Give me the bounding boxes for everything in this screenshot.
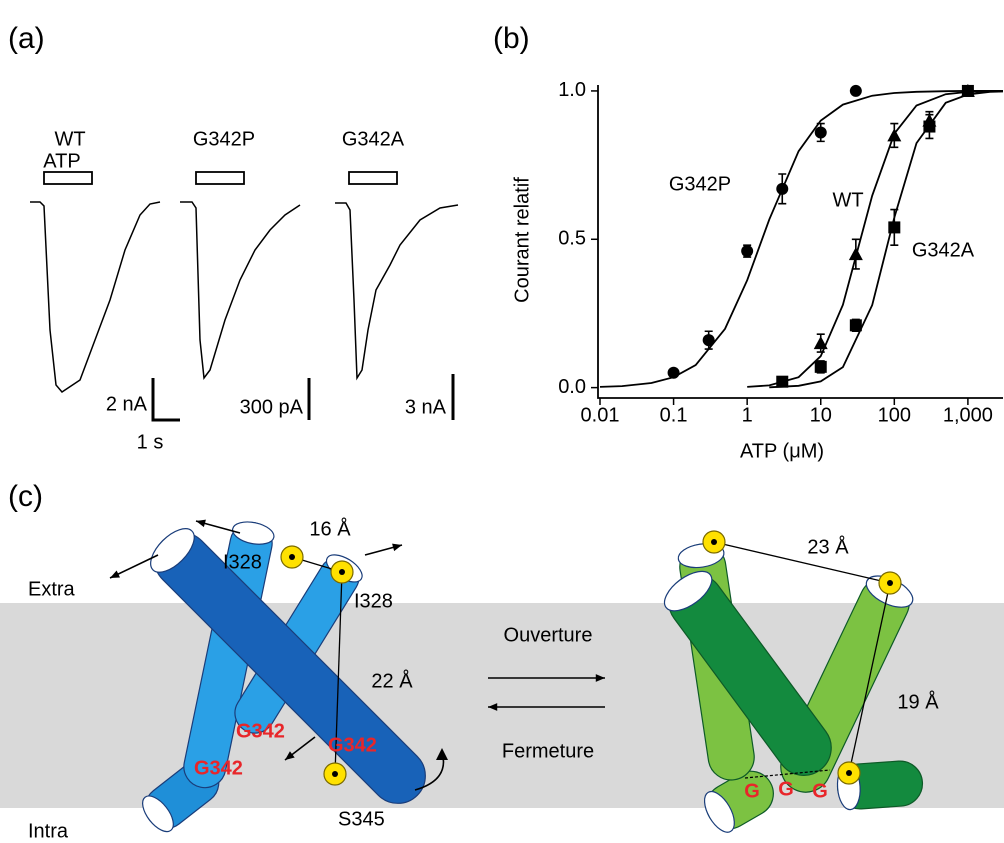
y-tick-label: 1.0 [558, 79, 586, 101]
stimulus-bar [195, 171, 245, 185]
data-point [849, 319, 862, 332]
data-point [702, 334, 715, 347]
residue-label: G [812, 780, 828, 802]
scale-bars [151, 374, 455, 422]
x-tick-label: 0.1 [660, 404, 688, 426]
residue-label: S345 [338, 808, 385, 830]
current-trace [180, 201, 301, 380]
stimulus-bars [43, 171, 398, 185]
residue-label: I328 [223, 551, 262, 573]
residue-center [289, 554, 295, 560]
fit-curve [599, 90, 1003, 388]
residue-center [846, 770, 852, 776]
scale-bar [151, 378, 180, 422]
arrow-head [488, 703, 498, 711]
series-label: G342A [912, 239, 975, 261]
arrow-head [196, 519, 206, 528]
y-tick-label: 0.0 [558, 376, 586, 398]
data-point [848, 247, 863, 261]
membrane-label: Intra [28, 820, 69, 842]
helix-end [150, 528, 195, 573]
trace-name: WT [54, 128, 85, 150]
residue-center [887, 580, 893, 586]
transition-label: Fermeture [502, 740, 594, 762]
helix [663, 570, 832, 776]
data-point [776, 375, 789, 388]
residue-center [339, 569, 345, 575]
x-tick-label: 1,000 [943, 404, 993, 426]
membrane-label: Extra [28, 578, 76, 600]
scale-label: 2 nA [106, 393, 148, 415]
trace-name: G342A [342, 128, 405, 150]
channel-diagram [109, 519, 924, 833]
data-point [667, 366, 680, 379]
axis [597, 85, 1003, 399]
x-axis-label: ATP (μM) [740, 440, 824, 462]
data-point [813, 336, 828, 350]
arrow-head [110, 570, 120, 578]
distance-line [713, 541, 891, 584]
distance-label: 16 Å [309, 517, 351, 540]
scale-label: 300 pA [240, 396, 304, 418]
residue-center [711, 539, 717, 545]
arrow-head [285, 751, 295, 760]
scale-label: 1 s [137, 431, 164, 453]
data-point [888, 221, 901, 234]
current-trace [335, 202, 459, 381]
helix-end [142, 795, 174, 833]
stimulus-label: ATP [43, 150, 80, 172]
current-trace [30, 201, 161, 393]
data-point [849, 84, 862, 97]
data-point [814, 126, 827, 139]
transition-label: Ouverture [504, 624, 593, 646]
arrow-head [595, 674, 605, 682]
panel-label: (b) [493, 22, 530, 55]
data-point [887, 128, 902, 142]
arrow-head [436, 748, 448, 760]
residue-label: G342 [328, 734, 377, 756]
dose-response-chart: 0.01 0.1 1 10 100 1,000 0.0 0.5 1.0 [558, 79, 1004, 426]
distance-label: 23 Å [807, 535, 849, 558]
distance-line [334, 571, 343, 775]
data-point [741, 245, 754, 258]
data-point [814, 360, 827, 373]
residue-center [332, 771, 338, 777]
data-point [776, 182, 789, 195]
traces [30, 201, 459, 393]
helix-end [231, 521, 275, 545]
residue-label: I328 [354, 590, 393, 612]
x-tick-label: 1 [742, 404, 753, 426]
stimulus-bar [348, 171, 398, 185]
scale-label: 3 nA [405, 396, 447, 418]
helix [703, 770, 774, 833]
x-tick-label: 0.01 [581, 404, 620, 426]
stimulus-bar [43, 171, 93, 185]
distance-line [848, 582, 891, 774]
gate-line [744, 769, 831, 779]
helix [150, 528, 426, 804]
residue-label: G [744, 780, 760, 802]
residue-label: G342 [236, 720, 285, 742]
panel-label: (a) [8, 22, 45, 55]
data-point [961, 84, 974, 97]
series-label: G342P [669, 173, 731, 195]
series-label: WT [832, 189, 863, 211]
data-point [923, 120, 936, 133]
x-tick-label: 100 [878, 404, 911, 426]
trace-name: G342P [193, 128, 255, 150]
residue-label: G342 [194, 757, 243, 779]
x-tick-label: 10 [810, 404, 832, 426]
arrow-head [392, 543, 402, 552]
y-tick-label: 0.5 [558, 228, 586, 250]
helix-end [663, 570, 713, 612]
residue-label: G [778, 778, 794, 800]
distance-label: 22 Å [371, 669, 413, 692]
distance-label: 19 Å [897, 690, 939, 713]
panel-label: (c) [8, 480, 43, 513]
helix-end [703, 790, 735, 833]
y-axis-label: Courant relatif [511, 177, 533, 303]
